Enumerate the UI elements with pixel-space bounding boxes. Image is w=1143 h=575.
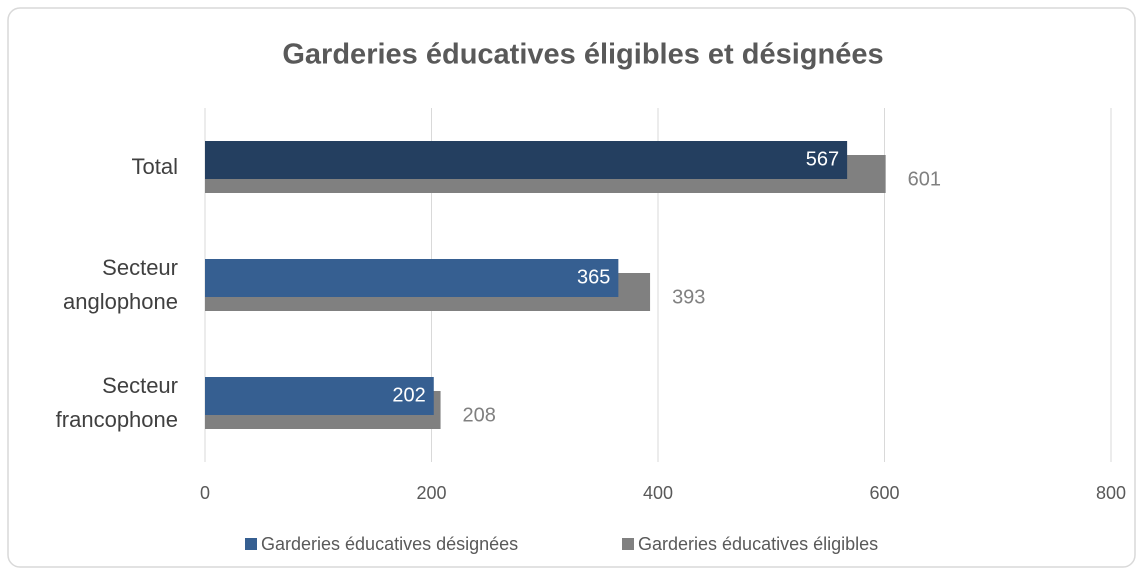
y-tick-label: Total [131, 154, 178, 179]
y-tick-label: Secteur anglophone [62, 255, 178, 314]
x-tick-label: 400 [643, 483, 673, 503]
x-tick-label: 600 [869, 483, 899, 503]
data-label: 601 [908, 168, 941, 190]
data-label: 567 [806, 148, 839, 170]
legend-swatch [622, 538, 634, 550]
x-tick-label: 0 [200, 483, 210, 503]
x-tick-label: 800 [1096, 483, 1126, 503]
data-label: 208 [463, 404, 496, 426]
x-tick-label: 200 [416, 483, 446, 503]
legend-label: Garderies éducatives désignées [261, 534, 518, 554]
legend-swatch [245, 538, 257, 550]
data-label: 365 [577, 266, 610, 288]
bar [205, 377, 434, 415]
chart-title: Garderies éducatives éligibles et désign… [282, 39, 883, 71]
data-label: 393 [672, 286, 705, 308]
bar [205, 259, 619, 297]
bar [205, 141, 848, 179]
legend-label: Garderies éducatives éligibles [638, 534, 878, 554]
y-tick-label: Secteur francophone [55, 373, 178, 432]
data-label: 202 [392, 384, 425, 406]
